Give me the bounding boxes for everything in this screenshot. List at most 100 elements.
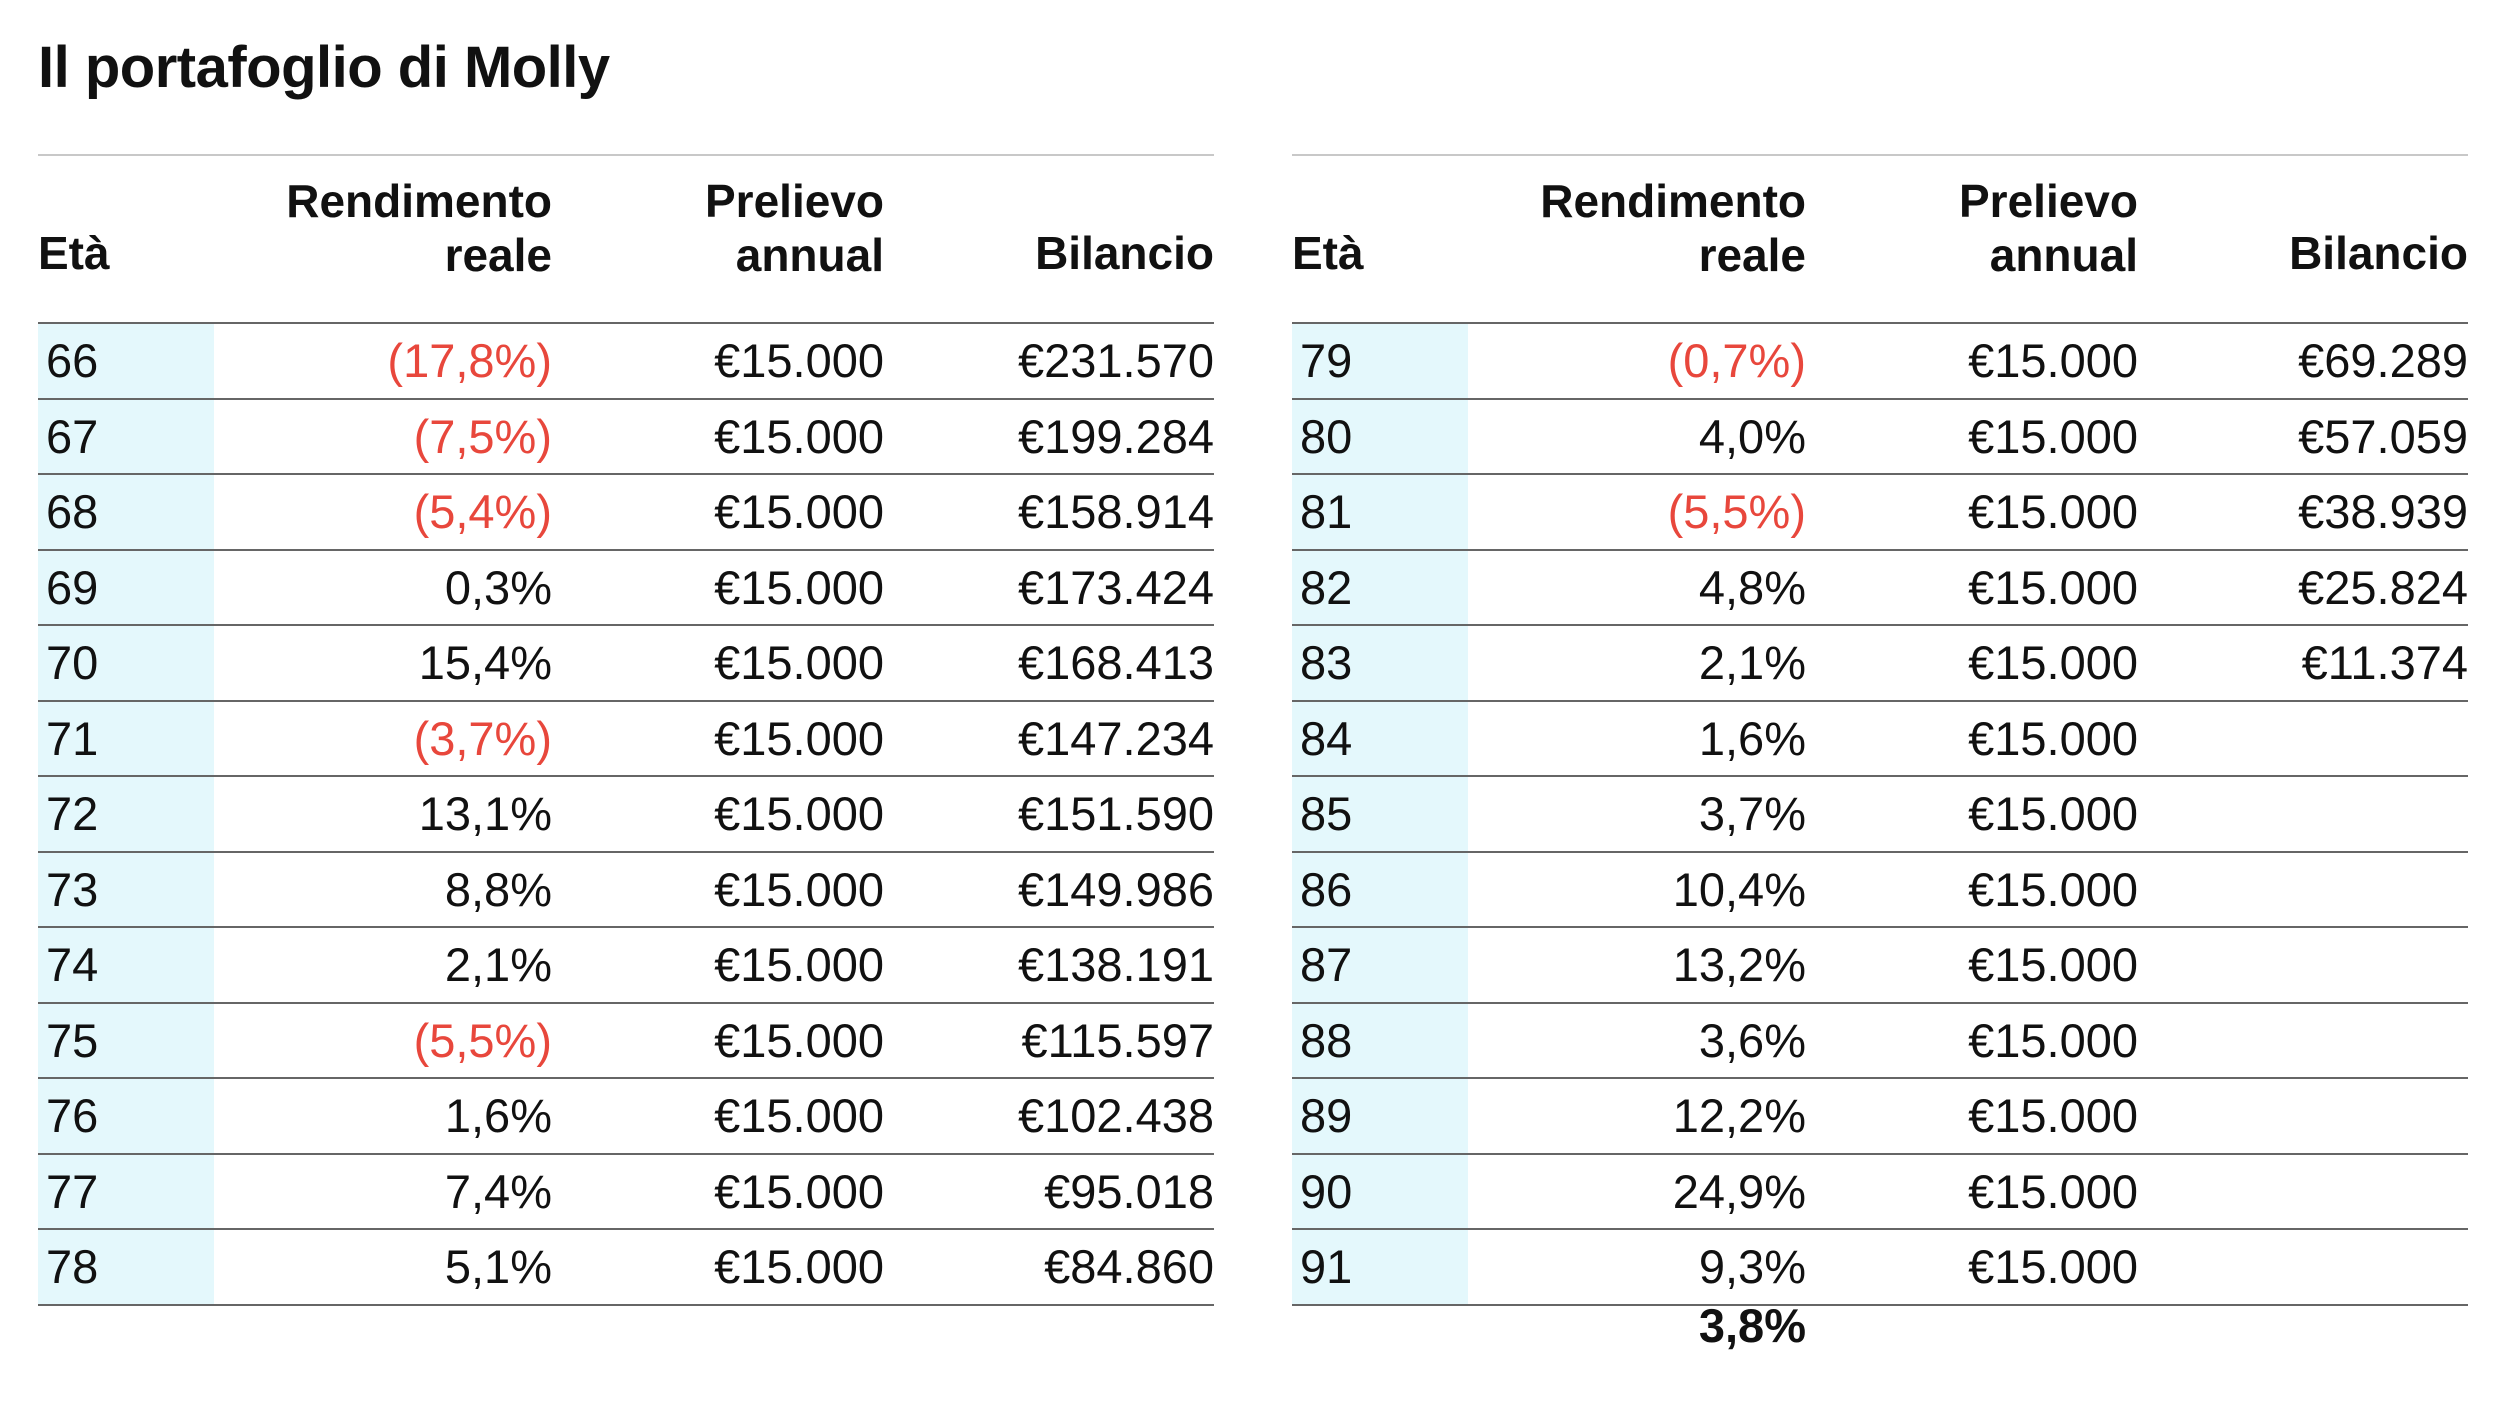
table-right: Età Rendimento reale Prelievo annual Bil… [1292,154,2468,1306]
header-age: Età [1292,227,1364,279]
balance-cell: €115.597 [1021,1013,1214,1067]
age-cell: 87 [1292,928,1468,1002]
age-cell: 89 [1292,1079,1468,1153]
withdrawal-cell: €15.000 [714,560,884,614]
age-cell: 70 [38,626,214,700]
age-cell: 75 [38,1003,214,1077]
header-real-return-line1: Rendimento [1540,175,1806,227]
withdrawal-cell: €15.000 [1968,862,2138,916]
real-return-cell: 4,0% [1698,409,1806,463]
table-row: 90 24,9% €15.000 [1292,1154,2468,1230]
real-return-cell: 24,9% [1672,1164,1806,1218]
header-annual-withdrawal: Prelievo annual [705,174,884,282]
withdrawal-cell: €15.000 [1968,1164,2138,1218]
withdrawal-cell: €15.000 [714,787,884,840]
withdrawal-cell: €15.000 [1968,787,2138,840]
average-return: 3,8% [1698,1299,1806,1352]
balance-cell: €38.939 [2298,485,2468,538]
real-return-cell: (5,4%) [413,485,552,538]
table-row: 71 (3,7%) €15.000 €147.234 [38,701,1214,777]
age-cell: 83 [1292,626,1468,700]
header-real-return-line2: reale [444,229,552,281]
age-cell: 77 [38,1154,214,1228]
real-return-cell: 1,6% [444,1089,552,1142]
balance-cell: €231.570 [1017,334,1214,387]
real-return-cell: 3,6% [1698,1013,1806,1067]
balance-cell: €151.590 [1017,787,1214,840]
real-return-cell: (7,5%) [413,409,552,463]
header-annual-withdrawal-line1: Prelievo [1959,175,2138,227]
balance-cell: €84.860 [1044,1240,1214,1293]
real-return-cell: 1,6% [1698,711,1806,765]
age-cell: 67 [38,399,214,473]
withdrawal-cell: €15.000 [1968,1089,2138,1142]
balance-cell: €199.284 [1017,409,1214,463]
table-row: 85 3,7% €15.000 [1292,777,2468,853]
table-row: 80 4,0% €15.000 €57.059 [1292,399,2468,475]
header-age: Età [38,227,110,279]
balance-cell: €57.059 [2298,409,2468,463]
table-body-left: 66 (17,8%) €15.000 €231.570 67 (7,5%) €15.000 €… [38,324,1214,1306]
withdrawal-cell: €15.000 [1968,560,2138,614]
withdrawal-cell: €15.000 [714,862,884,916]
age-cell: 78 [38,1230,214,1304]
header-real-return-line1: Rendimento [286,175,552,227]
age-cell: 81 [1292,475,1468,549]
table-row: 82 4,8% €15.000 €25.824 [1292,550,2468,626]
table-row: 87 13,2% €15.000 [1292,928,2468,1004]
table-row: 76 1,6% €15.000 €102.438 [38,1079,1214,1155]
header-annual-withdrawal-line2: annual [1989,229,2138,281]
balance-cell: €11.374 [2301,636,2468,689]
age-cell: 91 [1292,1230,1468,1304]
withdrawal-cell: €15.000 [1968,938,2138,991]
age-cell: 72 [38,777,214,851]
age-cell: 73 [38,852,214,926]
age-cell: 71 [38,701,214,775]
table-row: 79 (0,7%) €15.000 €69.289 [1292,324,2468,400]
table-row: 72 13,1% €15.000 €151.590 [38,777,1214,853]
withdrawal-cell: €15.000 [714,334,884,387]
table-row: 75 (5,5%) €15.000 €115.597 [38,1003,1214,1079]
age-cell: 86 [1292,852,1468,926]
table-body-right: 79 (0,7%) €15.000 €69.289 80 4,0% €15.000 €57.0… [1292,324,2468,1306]
table-row: 77 7,4% €15.000 €95.018 [38,1154,1214,1230]
real-return-cell: (17,8%) [387,334,552,387]
withdrawal-cell: €15.000 [714,1013,884,1067]
table-row: 91 9,3% €15.000 [1292,1230,2468,1306]
header-real-return: Rendimento reale [1540,174,1806,282]
balance-cell: €149.986 [1017,862,1214,916]
age-cell: 90 [1292,1154,1468,1228]
withdrawal-cell: €15.000 [1968,334,2138,387]
age-cell: 88 [1292,1003,1468,1077]
real-return-cell: 2,1% [444,938,552,991]
table-left: Età Rendimento reale Prelievo annual Bil… [38,154,1214,1306]
balance-cell: €95.018 [1044,1164,1214,1218]
table-header: Età Rendimento reale Prelievo annual Bil… [1292,154,2468,324]
withdrawal-cell: €15.000 [714,1240,884,1293]
real-return-cell: 2,1% [1698,636,1806,689]
withdrawal-cell: €15.000 [1968,1013,2138,1067]
header-real-return: Rendimento reale [286,174,552,282]
balance-cell: €158.914 [1017,485,1214,538]
table-row: 69 0,3% €15.000 €173.424 [38,550,1214,626]
withdrawal-cell: €15.000 [714,409,884,463]
real-return-cell: 10,4% [1672,862,1806,916]
age-cell: 76 [38,1079,214,1153]
withdrawal-cell: €15.000 [1968,409,2138,463]
table-row: 78 5,1% €15.000 €84.860 [38,1230,1214,1306]
table-row: 66 (17,8%) €15.000 €231.570 [38,324,1214,400]
balance-cell: €147.234 [1017,711,1214,765]
table-row: 83 2,1% €15.000 €11.374 [1292,626,2468,702]
real-return-cell: 9,3% [1698,1240,1806,1293]
page-title: Il portafoglio di Molly [38,35,610,100]
real-return-cell: (5,5%) [413,1013,552,1067]
table-row: 68 (5,4%) €15.000 €158.914 [38,475,1214,551]
table-row: 84 1,6% €15.000 [1292,701,2468,777]
withdrawal-cell: €15.000 [714,1164,884,1218]
withdrawal-cell: €15.000 [1968,485,2138,538]
header-real-return-line2: reale [1698,229,1806,281]
real-return-cell: 15,4% [418,636,552,689]
header-balance: Bilancio [1035,227,1214,279]
withdrawal-cell: €15.000 [714,636,884,689]
real-return-cell: 7,4% [444,1164,552,1218]
